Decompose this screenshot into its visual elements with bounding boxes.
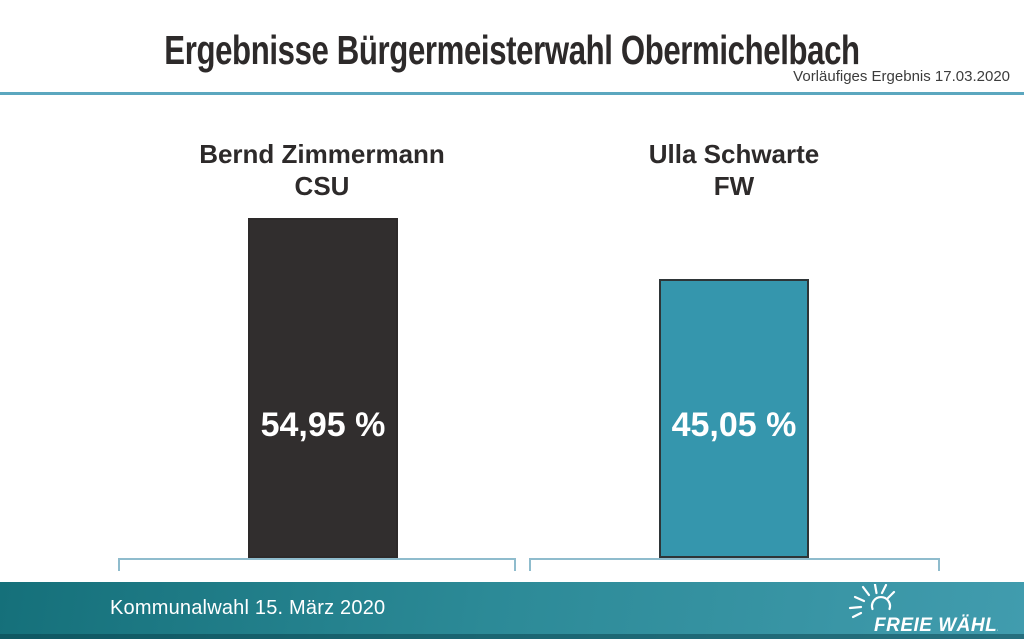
header-divider <box>0 92 1024 95</box>
subtitle-status: Vorläufiges Ergebnis 17.03.2020 <box>793 68 1010 85</box>
bar-value-label: 54,95 % <box>260 406 386 444</box>
candidate-label-1: Bernd Zimmermann CSU <box>172 138 472 202</box>
logo-text: FREIE WÄHLER <box>874 615 998 636</box>
category-axis-bracket-2 <box>529 558 940 571</box>
bar-bernd-zimmermann: 54,95 % <box>248 218 398 558</box>
footer-bottom-strip <box>0 634 1024 639</box>
bar-value-label: 45,05 % <box>671 406 797 444</box>
candidate-party: CSU <box>294 171 350 201</box>
footer-caption: Kommunalwahl 15. März 2020 <box>110 596 386 619</box>
freie-waehler-logo: FREIE WÄHLER <box>848 584 998 636</box>
candidate-name: Ulla Schwarte <box>648 139 820 169</box>
category-axis-bracket-1 <box>118 558 516 571</box>
bar-ulla-schwarte: 45,05 % <box>659 279 809 558</box>
candidate-party: FW <box>713 171 755 201</box>
footer-band: Kommunalwahl 15. März 2020 FREIE WÄHLER <box>0 582 1024 639</box>
rising-sun-icon <box>848 584 896 619</box>
candidate-label-2: Ulla Schwarte FW <box>584 138 884 202</box>
page-title: Ergebnisse Bürgermeisterwahl Obermichelb… <box>164 27 860 73</box>
candidate-name: Bernd Zimmermann <box>199 139 445 169</box>
